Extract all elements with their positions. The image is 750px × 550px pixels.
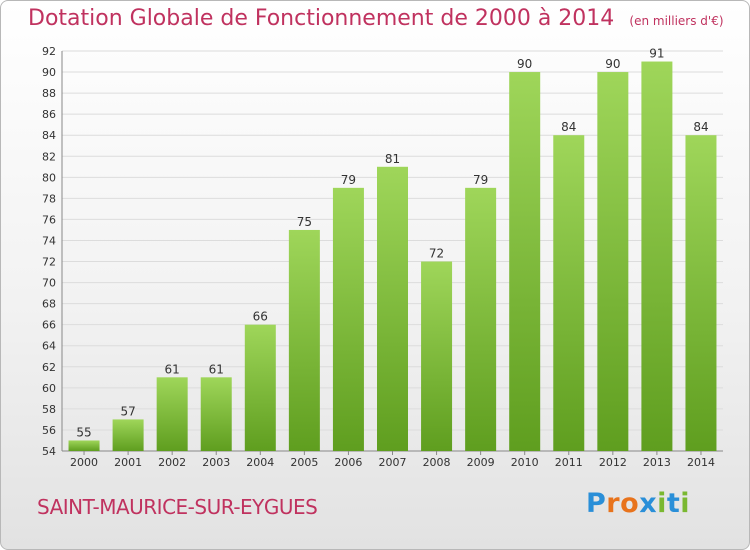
x-tick-label-2008: 2008 — [423, 456, 451, 469]
x-tick-labels: 2000 2001 2002 2003 2004 2005 2006 2007 2008 2009… — [70, 451, 715, 469]
data-label-2000: 55 — [76, 425, 91, 439]
x-tick-label-2002: 2002 — [158, 456, 186, 469]
bar-2008 — [421, 261, 453, 451]
x-tick-label-2013: 2013 — [643, 456, 671, 469]
data-label-2014: 84 — [693, 120, 708, 134]
x-tick-label-2014: 2014 — [687, 456, 715, 469]
logo-letter: o — [620, 488, 640, 519]
y-tick-label: 92 — [42, 45, 56, 58]
bar-2004 — [244, 324, 276, 451]
x-tick-label-2005: 2005 — [290, 456, 318, 469]
y-tick-label: 64 — [42, 340, 56, 353]
y-tick-label: 82 — [42, 150, 56, 163]
data-label-2008: 72 — [429, 247, 444, 261]
data-label-2009: 79 — [473, 173, 488, 187]
logo-letter: r — [606, 488, 621, 519]
y-tick-label: 66 — [42, 319, 56, 332]
y-tick-label: 80 — [42, 171, 56, 184]
y-tick-label: 56 — [42, 424, 56, 437]
bar-2010 — [509, 72, 541, 451]
data-label-2006: 79 — [341, 173, 356, 187]
data-label-2013: 91 — [649, 47, 664, 61]
y-tick-label: 58 — [42, 403, 56, 416]
y-tick-label: 54 — [42, 445, 56, 458]
bar-2009 — [465, 187, 497, 451]
data-label-2010: 90 — [517, 57, 532, 71]
data-label-2005: 75 — [297, 215, 312, 229]
y-tick-label: 90 — [42, 66, 56, 79]
y-tick-labels: 54 56 58 60 62 64 66 68 70 72 74 76 78 80 82 84 86 88 90 92 — [42, 45, 56, 458]
y-tick-label: 86 — [42, 108, 56, 121]
title-row: Dotation Globale de Fonctionnement de 20… — [28, 6, 724, 31]
bar-2002 — [156, 377, 188, 451]
x-tick-label-2009: 2009 — [467, 456, 495, 469]
x-tick-label-2007: 2007 — [379, 456, 407, 469]
x-tick-label-2010: 2010 — [511, 456, 539, 469]
y-tick-label: 62 — [42, 361, 56, 374]
y-tick-label: 72 — [42, 256, 56, 269]
bar-2012 — [597, 72, 629, 451]
bar-2000 — [68, 440, 100, 451]
bar-2001 — [112, 419, 144, 451]
logo-letter: i — [657, 488, 667, 519]
bar-2013 — [641, 61, 673, 452]
data-label-2001: 57 — [120, 404, 135, 418]
bars — [68, 61, 717, 452]
y-tick-label: 70 — [42, 277, 56, 290]
proxiti-logo[interactable]: Proxiti — [586, 488, 690, 519]
logo-letter: t — [666, 488, 681, 519]
x-tick-label-2006: 2006 — [334, 456, 362, 469]
logo-letter: x — [639, 488, 658, 519]
bar-2007 — [377, 166, 408, 451]
bar-2014 — [685, 135, 717, 452]
data-label-2011: 84 — [561, 120, 576, 134]
x-tick-label-2012: 2012 — [599, 456, 627, 469]
y-tick-label: 74 — [42, 234, 56, 247]
data-label-2004: 66 — [253, 310, 268, 324]
x-tick-label-2003: 2003 — [202, 456, 230, 469]
logo-letter: i — [680, 488, 691, 519]
data-label-2012: 90 — [605, 57, 620, 71]
y-tick-label: 76 — [42, 213, 56, 226]
x-tick-label-2000: 2000 — [70, 456, 98, 469]
chart-title: Dotation Globale de Fonctionnement de 20… — [28, 6, 615, 31]
logo-letter: P — [586, 488, 607, 519]
bar-2005 — [288, 229, 320, 451]
commune-name: SAINT-MAURICE-SUR-EYGUES — [37, 495, 318, 519]
y-tick-label: 88 — [42, 87, 56, 100]
bar-2011 — [553, 135, 585, 452]
data-label-2002: 61 — [165, 362, 180, 376]
data-labels: 55 57 61 61 66 75 79 81 72 79 90 84 90 91 84 — [76, 47, 708, 440]
x-tick-label-2011: 2011 — [555, 456, 583, 469]
y-tick-label: 78 — [42, 192, 56, 205]
data-label-2003: 61 — [209, 362, 224, 376]
y-tick-label: 60 — [42, 382, 56, 395]
data-label-2007: 81 — [385, 152, 400, 166]
y-tick-label: 68 — [42, 298, 56, 311]
x-tick-label-2001: 2001 — [114, 456, 142, 469]
bar-2003 — [200, 377, 232, 451]
bar-2006 — [332, 187, 364, 451]
x-tick-label-2004: 2004 — [246, 456, 274, 469]
y-tick-label: 84 — [42, 129, 56, 142]
chart-subtitle: (en milliers d'€) — [629, 14, 724, 28]
